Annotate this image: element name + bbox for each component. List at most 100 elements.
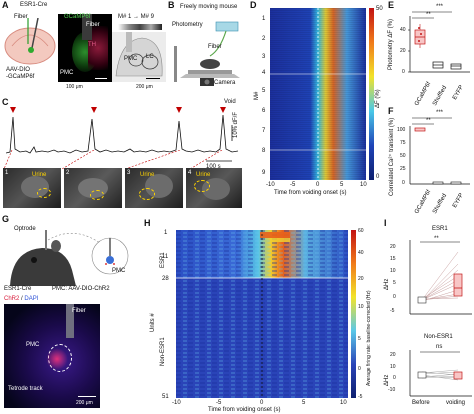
i-bot-ytick-20: 20	[390, 352, 396, 358]
frame-2-number: 2	[66, 170, 70, 176]
d-xtick-5: 10	[360, 182, 367, 188]
h-cbtick-0: 0	[358, 366, 361, 372]
fiber-label-2: Fiber	[86, 22, 100, 28]
h-ytick-28: 28	[162, 276, 169, 282]
f-cat-3: EYFP	[452, 192, 466, 209]
h-ytick-51: 51	[162, 394, 169, 400]
virus-label-g: PMC: AAV-DIO-ChR2	[52, 286, 110, 292]
heatmap-h	[176, 230, 348, 398]
serial-sections-strip	[118, 24, 162, 30]
pmc-label-2: PMC	[124, 56, 138, 62]
i-bot-ytick-neg10: -10	[388, 387, 396, 393]
th-label: TH	[88, 42, 96, 48]
d-ytick-6: 6	[262, 108, 266, 114]
frame-1-number: 1	[5, 170, 9, 176]
d-ytick-7: 7	[262, 128, 266, 134]
panel-letter-g: G	[2, 214, 10, 224]
e-ytick-0: 0	[402, 69, 405, 75]
video-frame-4	[186, 168, 242, 208]
f-ylabel: Correlated Ca²⁺ transient (%)	[389, 117, 395, 196]
stain-label-dapi: DAPI	[24, 296, 39, 302]
frame-4-urine: Urine	[196, 172, 211, 178]
d-ytick-4: 4	[262, 70, 266, 76]
h-ytick-11: 11	[162, 254, 169, 260]
frame-1-urine: Urine	[32, 172, 47, 178]
d-xtick-1: -10	[266, 182, 275, 188]
h-group-2: Non-ESR1	[160, 337, 166, 366]
h-ylabel: Units #	[150, 313, 156, 332]
d-ytick-1: 1	[262, 16, 266, 22]
tetrode-label: Tetrode track	[8, 386, 43, 392]
stain-label: GCaMP6f	[64, 14, 91, 20]
virus-label-1: AAV-DIO	[6, 67, 30, 73]
h-xtick-1: -10	[172, 400, 181, 406]
pmc-label: PMC	[60, 70, 74, 76]
f-ytick-25: 25	[400, 166, 406, 172]
panel-letter-d: D	[250, 0, 257, 10]
panel-letter-h: H	[144, 218, 151, 228]
i-top-ytick-0: 0	[393, 294, 396, 300]
mouse-range: M# 1 → M# 9	[118, 14, 155, 20]
f-ytick-100: 100	[397, 127, 406, 133]
f-sig-2: ***	[436, 110, 444, 116]
fiber-label-g: Fiber	[72, 308, 86, 314]
micrograph-gcamp	[58, 14, 112, 82]
h-cbtick-20: 20	[358, 276, 364, 282]
e-sig-2: ***	[436, 4, 444, 10]
panel-letter-e: E	[388, 0, 395, 10]
d-colorbar-max: 50	[376, 6, 383, 12]
i-sig-1: **	[434, 236, 439, 242]
i-title-2: Non-ESR1	[424, 334, 453, 340]
d-colorbar-label: ΔF (%)	[375, 89, 381, 108]
pmc-label-g2: PMC	[26, 342, 40, 348]
f-cat-2: Shuffled	[432, 193, 449, 215]
e-sig-1: **	[426, 12, 431, 18]
h-xtick-5: 10	[340, 400, 347, 406]
void-label: Void	[224, 99, 236, 105]
video-frame-1	[3, 168, 61, 208]
scale-label-1: 100 μm	[66, 84, 83, 90]
setup-schematic	[174, 21, 240, 86]
line-label-g: ESR1-Cre	[4, 286, 32, 292]
d-colorbar-min: 0	[376, 174, 380, 180]
i-title-1: ESR1	[432, 226, 448, 232]
d-colorbar	[369, 8, 374, 180]
d-ytick-9: 9	[262, 170, 266, 176]
i-top-ytick-neg5: -5	[390, 308, 395, 314]
h-colorbar	[351, 230, 356, 398]
e-cat-1: GCaMP6f	[414, 81, 433, 107]
h-cbtick-neg5: -5	[358, 394, 363, 400]
f-ytick-0: 0	[402, 180, 405, 186]
setup-title: Freely moving mouse	[180, 4, 238, 10]
d-ytick-8: 8	[262, 148, 266, 154]
camera-label: Camera	[214, 80, 236, 86]
i-top-ytick-20: 20	[390, 244, 396, 250]
frame-3-number: 3	[127, 170, 131, 176]
video-frame-2	[64, 168, 122, 208]
panel-letter-i: I	[384, 218, 387, 228]
frame-4-number: 4	[188, 170, 192, 176]
i-top-ytick-5: 5	[393, 280, 396, 286]
i-ylabel-bottom: ΔHz	[384, 374, 390, 386]
h-xlabel: Time from voiding onset (s)	[208, 407, 281, 413]
panel-letter-a: A	[2, 0, 9, 10]
d-ylabel: M#	[254, 91, 260, 100]
scale-x-label: 100 s	[206, 164, 221, 170]
micrograph-chr2	[4, 304, 100, 408]
stain-label-chr2: ChR2	[4, 296, 20, 302]
photometry-trace	[6, 107, 239, 162]
d-xlabel: Time from voiding onset (s)	[274, 190, 347, 196]
d-ytick-2: 2	[262, 36, 266, 42]
virus-label-2: -GCaMP6f	[6, 74, 35, 80]
h-cbtick-60: 60	[358, 228, 364, 234]
fiber-label-b: Fiber	[208, 44, 222, 50]
h-cbtick-10: 10	[358, 304, 364, 310]
d-xtick-3: 0	[316, 182, 320, 188]
scale-y-label: 10% dF/F	[233, 111, 239, 138]
d-xtick-2: -5	[290, 182, 296, 188]
line-label: ESR1-Cre	[20, 2, 48, 8]
e-ytick-20: 20	[400, 48, 406, 54]
e-cat-2: Shuffled	[432, 85, 449, 107]
optrode-mouse-schematic	[10, 230, 129, 286]
brain-schematic	[4, 18, 56, 65]
